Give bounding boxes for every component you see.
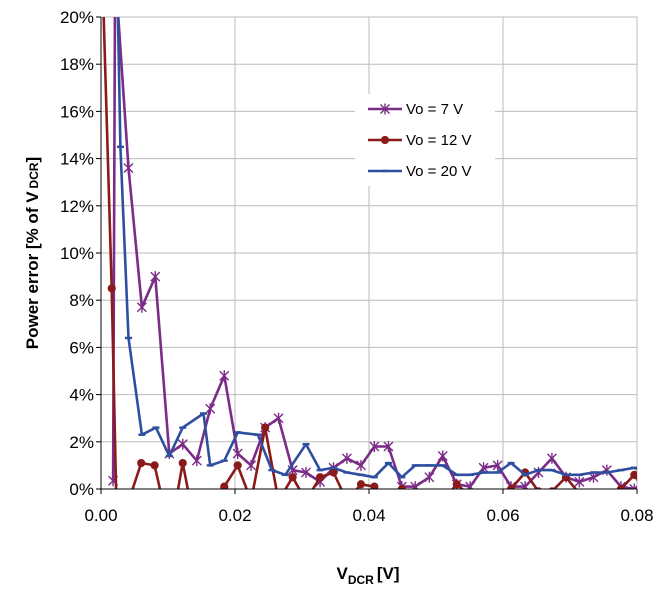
y-axis-title: Power error [% of VDCR] [23,157,42,349]
data-point [159,497,166,504]
legend-label: Vo = 20 V [406,163,471,180]
data-point [646,472,655,483]
data-point [452,480,461,489]
y-tick-label: 8% [69,291,94,310]
data-point [341,452,352,464]
series-2 [102,17,654,540]
data-point [601,464,612,476]
y-tick-label: 4% [69,386,94,405]
legend-item: Vo = 7 V [368,101,463,118]
series-line [111,17,637,489]
data-point [439,497,446,504]
y-tick-label: 20% [60,8,94,27]
x-axis-title: VDCR [V] [336,564,399,587]
y-tick-label: 16% [60,102,94,121]
legend-label: Vo = 7 V [406,101,463,118]
data-point [480,497,487,504]
y-tick-label: 0% [69,480,94,499]
data-point [150,271,161,283]
data-point [219,370,230,382]
data-point [177,438,188,450]
data-point [424,471,435,483]
data-point [220,482,229,489]
tick-labels: 0% 2% 4% 6% 8% 10% 12% 14% 16% 18% 20% 0.00 0.02 0.04… [60,8,654,525]
data-point [520,481,531,489]
data-point [383,441,394,453]
data-point [302,497,309,504]
data-point [590,490,597,497]
legend-marker [380,103,390,115]
data-point [136,301,147,313]
data-point [150,461,159,470]
data-point [207,497,214,504]
data-point [410,481,421,489]
data-point [273,412,284,424]
x-tick-label: 0.06 [486,506,519,525]
y-tick-label: 18% [60,55,94,74]
data-point [412,497,419,504]
data-point [275,497,282,504]
data-point [113,533,120,540]
data-point [233,461,242,470]
axes [96,16,638,494]
legend: Vo = 7 V Vo = 12 V Vo = 20 V [355,94,495,186]
y-tick-label: 14% [60,150,94,169]
y-tick-label: 12% [60,197,94,216]
data-point [261,423,270,432]
data-point [205,403,216,415]
data-point [385,497,392,504]
y-tick-label: 6% [69,338,94,357]
data-point [494,497,501,504]
x-tick-label: 0.00 [84,506,117,525]
data-point [467,492,474,499]
y-tick-label: 10% [60,244,94,263]
data-point [246,459,257,471]
data-point [191,455,202,467]
data-point [629,483,637,489]
series-3 [116,17,637,479]
legend-item: Vo = 20 V [368,163,471,180]
data-point [356,480,366,489]
data-point [369,441,380,453]
legend-item: Vo = 12 V [368,132,471,149]
data-point [315,473,325,482]
data-point [107,284,116,293]
y-tick-label: 2% [69,433,94,452]
data-point [465,481,476,489]
data-point [247,497,254,504]
series-line [102,17,637,489]
data-point [630,470,637,479]
legend-marker [380,135,390,145]
data-point [288,473,297,482]
data-point [137,458,146,468]
data-point [343,497,350,504]
data-point [574,476,585,488]
series-area [102,17,655,540]
grid [100,16,638,490]
data-point [603,492,610,499]
data-point [301,466,312,478]
data-point [123,162,134,174]
series-1 [108,17,655,489]
data-point [187,497,194,504]
data-point [232,448,243,460]
data-point [492,459,503,471]
x-tick-label: 0.04 [352,506,385,525]
data-point [647,497,654,504]
data-point [576,490,583,497]
x-tick-label: 0.08 [620,506,653,525]
series-line [116,17,637,479]
data-point [178,458,187,468]
data-point [370,482,379,489]
x-tick-label: 0.02 [218,506,251,525]
data-point [172,497,179,504]
data-point [546,452,557,464]
legend-label: Vo = 12 V [406,132,471,149]
data-point [437,450,448,462]
data-point [355,459,366,471]
